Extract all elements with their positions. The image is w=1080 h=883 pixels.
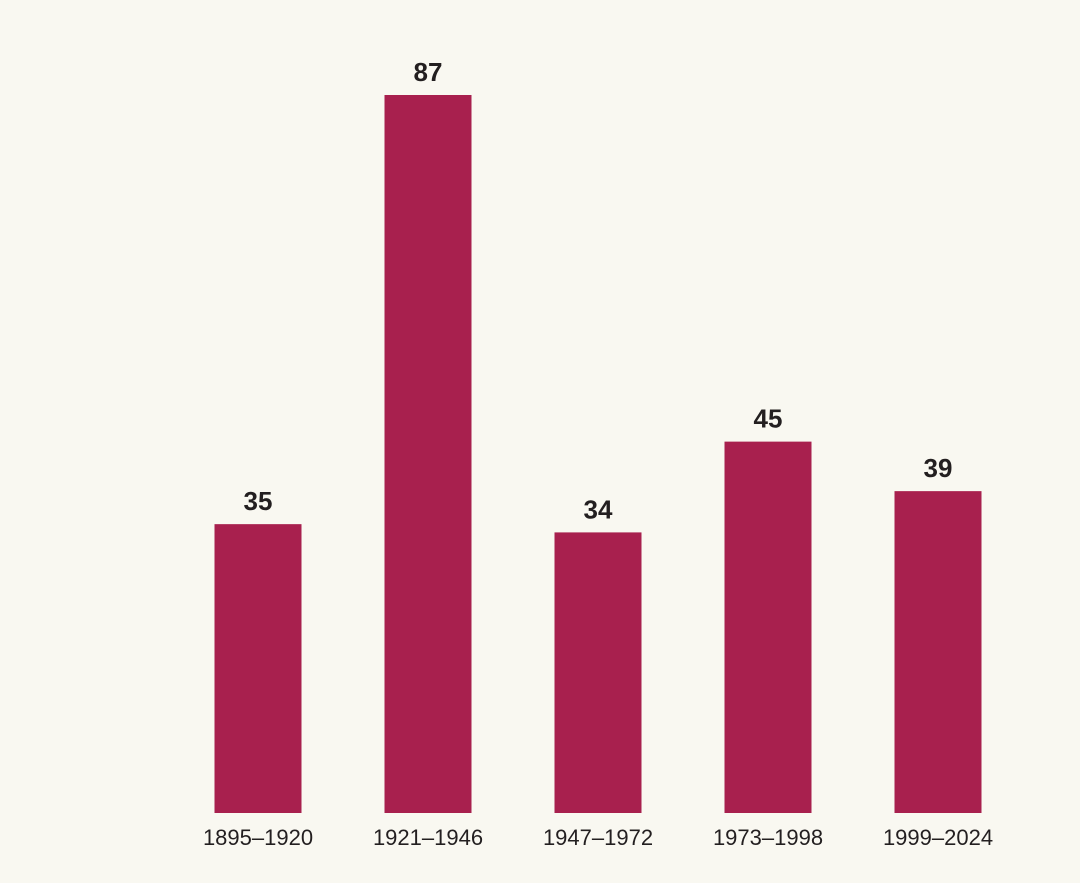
- value-label: 35: [244, 486, 273, 516]
- x-tick-label: 1921–1946: [373, 825, 483, 850]
- bar: [724, 441, 812, 813]
- bar: [894, 491, 982, 813]
- value-label: 87: [414, 57, 443, 87]
- x-tick-label: 1895–1920: [203, 825, 313, 850]
- bar: [214, 524, 302, 813]
- x-tick-label: 1999–2024: [883, 825, 993, 850]
- x-tick-label: 1947–1972: [543, 825, 653, 850]
- value-label: 34: [584, 494, 613, 524]
- bar: [384, 95, 472, 813]
- value-label: 39: [924, 453, 953, 483]
- x-tick-label: 1973–1998: [713, 825, 823, 850]
- bar: [554, 532, 642, 813]
- value-label: 45: [754, 404, 783, 434]
